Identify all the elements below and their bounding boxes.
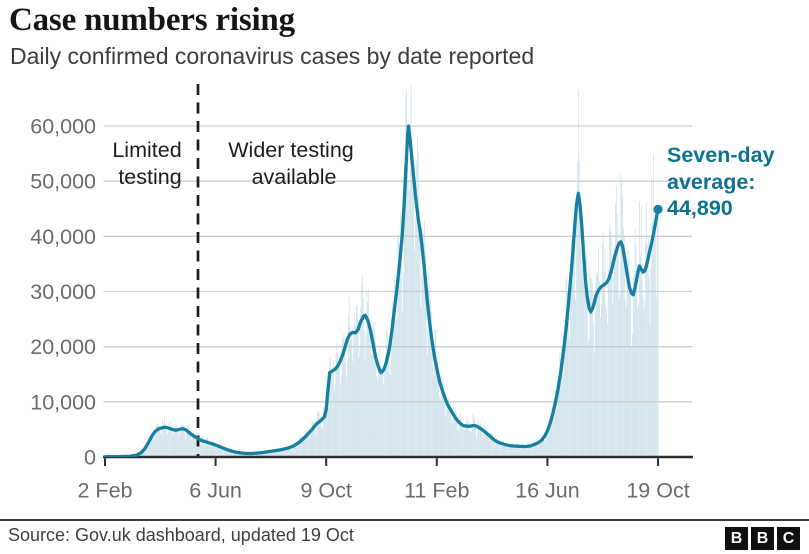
y-axis-label: 20,000 xyxy=(30,335,96,359)
annotation-seven-day-average: Seven-day average: 44,890 xyxy=(667,143,781,220)
seven-day-average-line xyxy=(103,124,660,457)
footer-divider xyxy=(0,519,809,521)
final-point-dot xyxy=(653,204,663,214)
page-title: Case numbers rising xyxy=(9,2,295,38)
y-axis-label: 30,000 xyxy=(30,280,96,304)
bbc-logo: B B C xyxy=(725,527,800,550)
x-axis-label: 11 Feb xyxy=(404,479,469,503)
source-text: Source: Gov.uk dashboard, updated 19 Oct xyxy=(8,525,354,545)
y-axis-label: 60,000 xyxy=(30,115,96,139)
axis-labels: 0 10,000 20,000 30,000 40,000 50,000 60,000 2 F… xyxy=(30,115,689,503)
y-axis-label: 10,000 xyxy=(30,390,96,414)
x-axis-label: 2 Feb xyxy=(78,479,133,503)
y-axis-label: 50,000 xyxy=(30,170,96,194)
y-axis-label: 0 xyxy=(84,446,96,470)
x-axis-label: 16 Jun xyxy=(515,479,580,503)
chart-canvas: 0 10,000 20,000 30,000 40,000 50,000 60,000 2 F… xyxy=(30,84,781,503)
x-axis-label: 9 Oct xyxy=(301,479,352,503)
annotation-wider-testing: Wider testing available xyxy=(228,138,359,189)
daily-cases-bars xyxy=(104,85,659,457)
x-axis-label: 6 Jun xyxy=(189,479,242,503)
x-axis-label: 19 Oct xyxy=(626,479,689,503)
annotation-limited-testing: Limited testing xyxy=(112,138,187,189)
bbc-logo-block: C xyxy=(777,527,800,550)
y-axis-label: 40,000 xyxy=(30,225,96,249)
x-axis xyxy=(103,455,693,466)
bbc-logo-block: B xyxy=(751,527,774,550)
chart-subtitle: Daily confirmed coronavirus cases by dat… xyxy=(10,43,535,69)
bbc-logo-block: B xyxy=(725,527,748,550)
